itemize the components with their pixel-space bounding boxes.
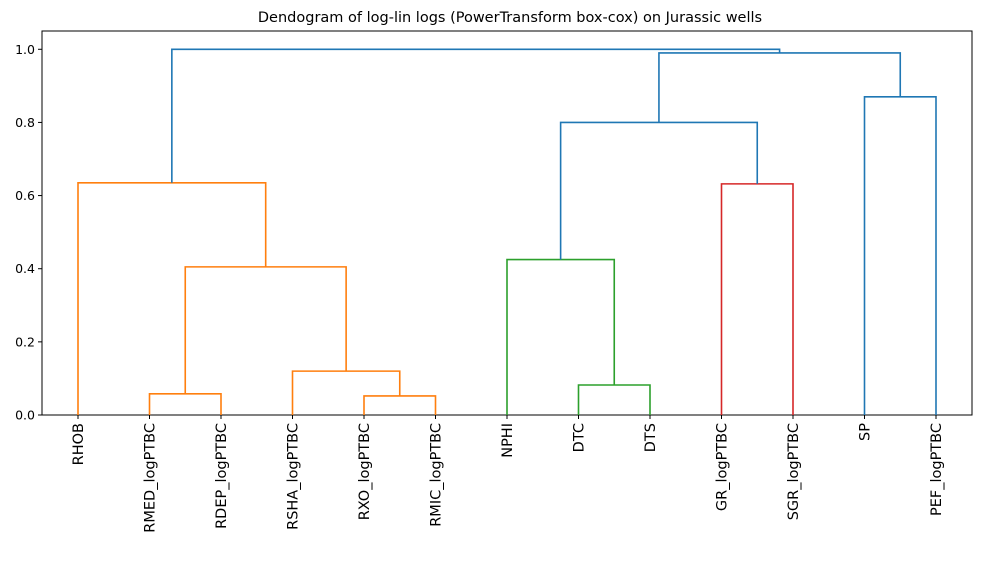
- y-tick-label: 1.0: [15, 42, 35, 57]
- leaf-label: NPHI: [500, 423, 516, 458]
- dendrogram-link: [363, 395, 437, 415]
- dendrogram-link: [720, 183, 794, 415]
- leaf-label: GR_logPTBC: [715, 423, 731, 511]
- dendrogram-link: [559, 121, 759, 260]
- dendrogram-link: [863, 96, 937, 415]
- leaf-label: RMED_logPTBC: [143, 423, 159, 533]
- dendrogram-links: [77, 48, 937, 415]
- dendrogram-link: [171, 48, 781, 183]
- dendrogram-link: [148, 392, 222, 415]
- y-tick-label: 0.4: [15, 261, 35, 276]
- leaf-label: RMIC_logPTBC: [429, 423, 445, 527]
- leaf-label: RDEP_logPTBC: [214, 423, 230, 529]
- y-axis: 0.0 0.2 0.4 0.6 0.8 1.0: [15, 42, 42, 423]
- y-tick-label: 0.2: [15, 334, 35, 349]
- leaf-label: RXO_logPTBC: [357, 423, 373, 520]
- leaf-label: PEF_logPTBC: [929, 423, 945, 516]
- leaf-label: DTS: [643, 423, 659, 452]
- dendrogram-link: [184, 266, 347, 394]
- y-tick-label: 0.0: [15, 408, 35, 423]
- leaf-label: SP: [858, 423, 874, 441]
- leaf-label: SGR_logPTBC: [786, 423, 802, 520]
- y-tick-label: 0.6: [15, 188, 35, 203]
- y-tick-label: 0.8: [15, 115, 35, 130]
- leaf-label: RSHA_logPTBC: [286, 423, 302, 530]
- dendrogram-link: [577, 384, 651, 415]
- dendrogram-link: [291, 370, 401, 415]
- leaf-label: RHOB: [71, 423, 87, 465]
- leaf-label: DTC: [572, 423, 588, 452]
- x-axis: RHOB RMED_logPTBC RDEP_logPTBC RSHA_logPTBC…: [71, 415, 945, 533]
- dendrogram-link: [77, 181, 267, 415]
- chart-title: Dendogram of log-lin logs (PowerTransfor…: [258, 10, 762, 26]
- dendrogram-link: [506, 258, 616, 415]
- dendrogram-link: [658, 52, 902, 123]
